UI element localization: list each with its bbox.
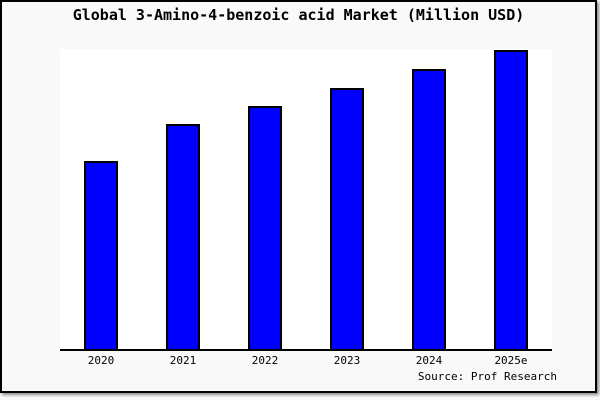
bar-2021 bbox=[166, 123, 200, 349]
source-credit: Source: Prof Research bbox=[417, 370, 557, 383]
x-tick-label-2023: 2023 bbox=[333, 354, 361, 367]
x-tick-label-2025e: 2025e bbox=[494, 354, 528, 367]
chart-title: Global 3-Amino-4-benzoic acid Market (Mi… bbox=[72, 6, 525, 24]
x-tick-label-2020: 2020 bbox=[87, 354, 115, 367]
x-tick-label-2022: 2022 bbox=[251, 354, 279, 367]
plot-area bbox=[60, 49, 552, 351]
bar-2024 bbox=[412, 68, 446, 349]
bar-2023 bbox=[330, 87, 364, 349]
bar-2025e bbox=[494, 50, 528, 349]
x-tick-label-2024: 2024 bbox=[415, 354, 443, 367]
bar-2022 bbox=[248, 105, 282, 349]
bar-2020 bbox=[84, 161, 118, 349]
x-tick-label-2021: 2021 bbox=[169, 354, 197, 367]
